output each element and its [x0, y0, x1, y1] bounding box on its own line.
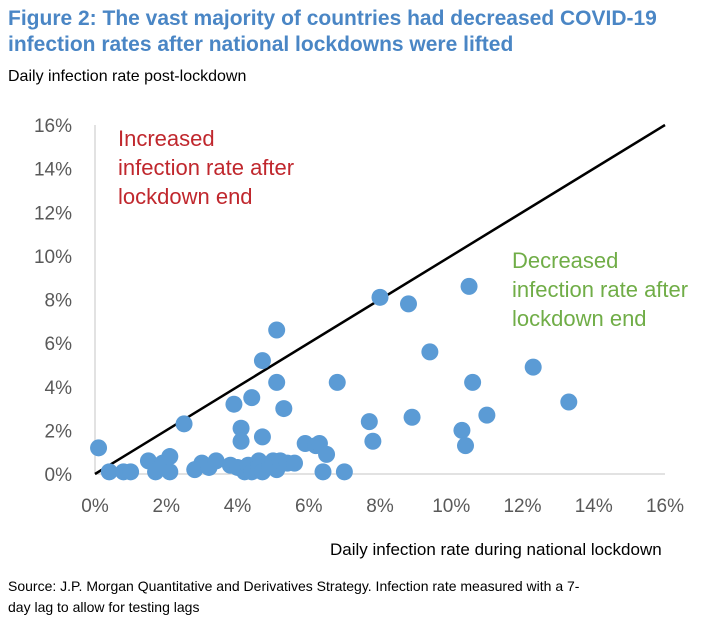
data-point [403, 408, 421, 426]
data-point [464, 373, 482, 391]
y-tick-label: 4% [45, 378, 73, 399]
annotation-line: infection rate after [118, 155, 294, 180]
title-line-2: infection rates after national lockdowns… [8, 33, 514, 56]
increased-annotation: Increased infection rate after lockdown en… [118, 126, 294, 209]
y-tick-label: 0% [45, 465, 73, 486]
data-point [253, 428, 271, 446]
x-tick-label: 16% [646, 496, 684, 517]
data-point [161, 448, 179, 466]
data-point [335, 463, 353, 481]
y-tick-labels: 0% 2% 4% 6% 8% 10% 12% 14% 16% [34, 116, 72, 486]
data-point [232, 432, 250, 450]
x-tick-label: 6% [295, 496, 323, 517]
annotation-line: infection rate after [512, 277, 688, 302]
x-tick-label: 4% [224, 496, 252, 517]
annotation-line: Increased [118, 126, 215, 151]
data-point [524, 358, 542, 376]
y-tick-label: 10% [34, 247, 72, 268]
data-point [253, 352, 271, 370]
data-point [90, 439, 108, 457]
data-point [286, 454, 303, 472]
y-tick-label: 16% [34, 116, 72, 137]
data-point [207, 452, 225, 470]
data-point [453, 421, 471, 439]
data-points [90, 277, 578, 481]
x-tick-label: 2% [153, 496, 181, 517]
data-point [457, 437, 474, 455]
x-tick-label: 10% [432, 496, 470, 517]
data-point [560, 393, 578, 411]
y-tick-label: 6% [45, 334, 73, 355]
source-line-1: Source: J.P. Morgan Quantitative and Der… [8, 578, 580, 594]
data-point [460, 277, 478, 295]
annotation-line: lockdown end [512, 306, 647, 331]
data-point [318, 445, 336, 463]
annotation-line: Decreased [512, 248, 618, 273]
x-tick-label: 0% [81, 496, 109, 517]
data-point [225, 395, 243, 413]
data-point [232, 419, 250, 437]
data-point [268, 321, 286, 339]
data-point [100, 463, 118, 481]
y-axis-label: Daily infection rate post-lockdown [8, 68, 247, 85]
data-point [328, 373, 346, 391]
data-point [421, 343, 439, 361]
data-point [400, 295, 417, 313]
data-point [478, 406, 496, 424]
data-point [314, 463, 332, 481]
source-line-2: day lag to allow for testing lags [8, 599, 200, 615]
y-tick-label: 8% [45, 291, 73, 312]
y-tick-label: 2% [45, 421, 73, 442]
x-tick-labels: 0% 2% 4% 6% 8% 10% 12% 14% 16% [81, 496, 684, 517]
annotation-line: lockdown end [118, 184, 253, 209]
data-point [364, 432, 382, 450]
data-point [268, 373, 286, 391]
data-point [175, 415, 193, 433]
decreased-annotation: Decreased infection rate after lockdown en… [512, 248, 688, 331]
title-line-1: Figure 2: The vast majority of countries… [8, 7, 657, 30]
data-point [161, 463, 179, 481]
x-tick-label: 8% [366, 496, 394, 517]
data-point [371, 288, 389, 306]
x-tick-label: 14% [575, 496, 613, 517]
data-point [122, 463, 140, 481]
data-point [275, 400, 293, 418]
figure-title: Figure 2: The vast majority of countries… [8, 6, 718, 58]
y-tick-label: 12% [34, 203, 72, 224]
x-axis-label: Daily infection rate during national loc… [330, 540, 662, 559]
y-tick-label: 14% [34, 160, 72, 181]
data-point [243, 389, 261, 407]
source-note: Source: J.P. Morgan Quantitative and Der… [8, 576, 708, 618]
x-tick-label: 12% [503, 496, 541, 517]
data-point [360, 413, 378, 431]
